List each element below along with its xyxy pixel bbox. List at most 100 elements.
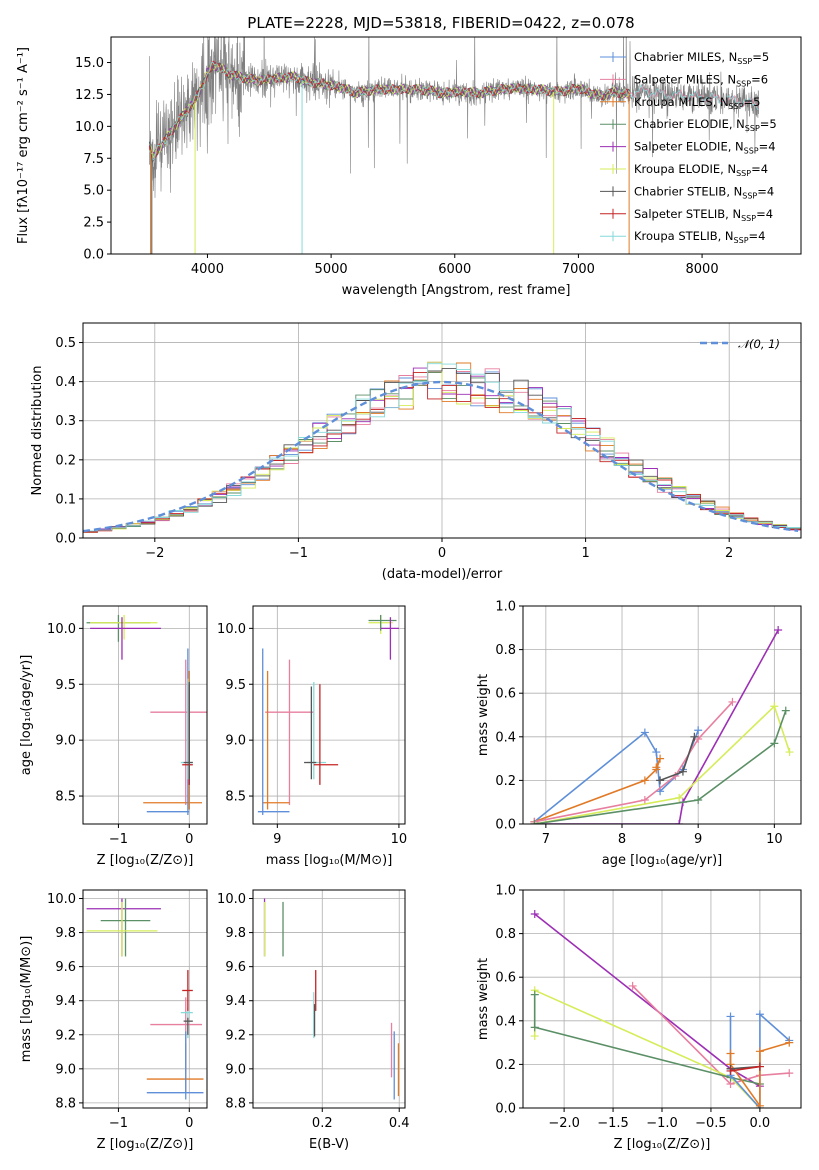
weight_vs_age-frame xyxy=(522,605,802,825)
age_vs_Z-panel: −1 0 8.5 9.0 9.5 10.0 Z [log₁₀(Z/Z⊙)] age [log₁… xyxy=(19,605,208,868)
mass-weight-marker xyxy=(774,625,783,634)
y-tick-label: 10.0 xyxy=(217,892,246,907)
y-axis-label: mass [log₁₀(M/M⊙)] xyxy=(19,936,34,1063)
mass-weight-line xyxy=(534,710,787,824)
mass-weight-marker xyxy=(656,754,665,763)
mass-weight-line xyxy=(534,701,734,823)
residuals-panel: −2 −1 0 1 2 0.0 0.1 0.2 0.3 0.4 0.5 (data-model)/er… xyxy=(30,322,802,582)
x-tick-label: 8 xyxy=(618,832,626,847)
error-bar-point xyxy=(313,684,339,785)
y-tick-label: 8.5 xyxy=(225,790,246,805)
x-tick-label: 9 xyxy=(694,832,702,847)
mass-weight-marker xyxy=(755,1047,764,1056)
y-tick-label: 0.3 xyxy=(55,414,76,429)
x-tick-label: 4000 xyxy=(191,262,224,277)
x-tick-label: −1 xyxy=(289,546,308,561)
mass-weight-line xyxy=(534,629,779,824)
legend-label-sub: SSP xyxy=(741,214,756,223)
x-tick-label: 8000 xyxy=(686,262,719,277)
x-axis-label: mass [log₁₀(M/M⊙)] xyxy=(266,853,393,868)
mass-weight-marker xyxy=(755,1101,764,1108)
y-tick-label: 9.0 xyxy=(225,734,246,749)
error-bar-point xyxy=(150,659,207,805)
legend-label-sub: SSP xyxy=(744,147,759,156)
y-tick-label: 0.2 xyxy=(495,1058,516,1073)
y-tick-label: 9.5 xyxy=(55,678,76,693)
x-axis-label: Z [log₁₀(Z/Z⊙)] xyxy=(97,1137,194,1152)
legend-label-suffix: =6 xyxy=(751,72,768,86)
mass-weight-marker xyxy=(530,1032,539,1041)
model-spectrum-line xyxy=(148,61,759,161)
y-tick-label: 5.0 xyxy=(83,184,104,199)
error-bar-point xyxy=(86,901,158,957)
error-bar-point xyxy=(380,617,399,660)
y-tick-label: 9.0 xyxy=(55,1062,76,1077)
y-tick-label: 0.8 xyxy=(495,643,516,658)
y-tick-label: 8.8 xyxy=(225,1096,246,1111)
legend-label-sub: SSP xyxy=(742,191,757,200)
mass-weight-marker xyxy=(530,909,539,918)
mass-weight-marker xyxy=(781,706,790,715)
mass-weight-marker xyxy=(530,1023,539,1032)
legend-label-sub: SSP xyxy=(736,79,751,88)
y-tick-label: 8.5 xyxy=(55,790,76,805)
y-tick-label: 9.4 xyxy=(225,994,246,1009)
y-tick-label: 0.4 xyxy=(495,1014,516,1029)
mass-weight-marker xyxy=(675,793,684,802)
y-tick-label: 2.5 xyxy=(83,216,104,231)
mass-weight-line xyxy=(730,1065,761,1072)
x-tick-label: −1.0 xyxy=(646,1116,678,1131)
error-bar-point xyxy=(90,617,161,660)
legend-label-main: Chabrier ELODIE, N xyxy=(634,117,745,131)
y-tick-label: 0.0 xyxy=(55,532,76,547)
age_vs_mass-frame xyxy=(252,605,406,825)
mass-weight-marker xyxy=(694,726,703,735)
error-bar-point xyxy=(265,659,314,805)
mass-weight-marker xyxy=(726,1049,735,1058)
y-tick-label: 10.0 xyxy=(47,892,76,907)
legend-label-main: Salpeter MILES, N xyxy=(634,72,736,86)
mass-weight-marker xyxy=(755,1010,764,1019)
legend-label-suffix: =4 xyxy=(749,229,766,243)
y-tick-label: 10.0 xyxy=(217,622,246,637)
mass-weight-marker xyxy=(652,748,661,757)
legend-label-main: Kroupa STELIB, N xyxy=(634,229,734,243)
legend-label-main: Salpeter ELODIE, N xyxy=(634,140,744,154)
mass-weight-marker xyxy=(785,1038,794,1047)
y-tick-label: 10.0 xyxy=(75,120,104,135)
legend-label: Chabrier MILES, NSSP=5 xyxy=(634,50,769,66)
y-tick-label: 0.0 xyxy=(83,248,104,263)
legend-label-suffix: =5 xyxy=(752,50,769,64)
y-tick-label: 0.1 xyxy=(55,492,76,507)
mass_vs_Z-plot-area xyxy=(86,898,204,1100)
y-tick-label: 9.6 xyxy=(225,960,246,975)
legend-label-sub: SSP xyxy=(737,57,752,66)
y-tick-label: 15.0 xyxy=(75,56,104,71)
x-axis-label: age [log₁₀(age/yr)] xyxy=(602,853,723,868)
x-tick-label: 6000 xyxy=(438,262,471,277)
y-axis-label: Flux [fλ10⁻¹⁷ erg cm⁻² s⁻¹ A⁻¹] xyxy=(16,47,31,244)
legend-label-sub: SSP xyxy=(734,236,749,245)
spectrum-frame xyxy=(110,36,802,255)
x-tick-label: 7 xyxy=(542,832,550,847)
spectrum-panel: 4000 5000 6000 7000 8000 0.0 2.5 5.0 7.5 10.0 12.5… xyxy=(16,36,802,298)
mass-weight-marker xyxy=(785,748,794,757)
y-tick-label: 0.0 xyxy=(495,1102,516,1117)
weight_vs_Z-plot-area xyxy=(530,909,794,1108)
age_vs_mass-panel: 9 10 8.5 9.0 9.5 10.0 mass [log₁₀(M/M⊙)] xyxy=(217,605,407,868)
y-tick-label: 9.8 xyxy=(225,926,246,941)
y-tick-label: 9.0 xyxy=(225,1062,246,1077)
x-tick-label: 10 xyxy=(766,832,783,847)
x-tick-label: −1.5 xyxy=(597,1116,629,1131)
legend-label: Kroupa STELIB, NSSP=4 xyxy=(634,229,765,245)
mass_vs_ebv-plot-area xyxy=(263,898,400,1100)
normal-reference-curve xyxy=(83,380,799,533)
legend-label-main: Salpeter STELIB, N xyxy=(634,207,741,221)
y-tick-label: 8.8 xyxy=(55,1096,76,1111)
weight_vs_age-plot-area xyxy=(530,625,794,824)
figure-title: PLATE=2228, MJD=53818, FIBERID=0422, z=0… xyxy=(247,14,634,32)
mass-weight-marker xyxy=(530,990,539,999)
legend-label-sub: SSP xyxy=(729,102,744,111)
error-bar-point xyxy=(146,1031,204,1100)
mass-weight-marker xyxy=(755,1062,764,1071)
